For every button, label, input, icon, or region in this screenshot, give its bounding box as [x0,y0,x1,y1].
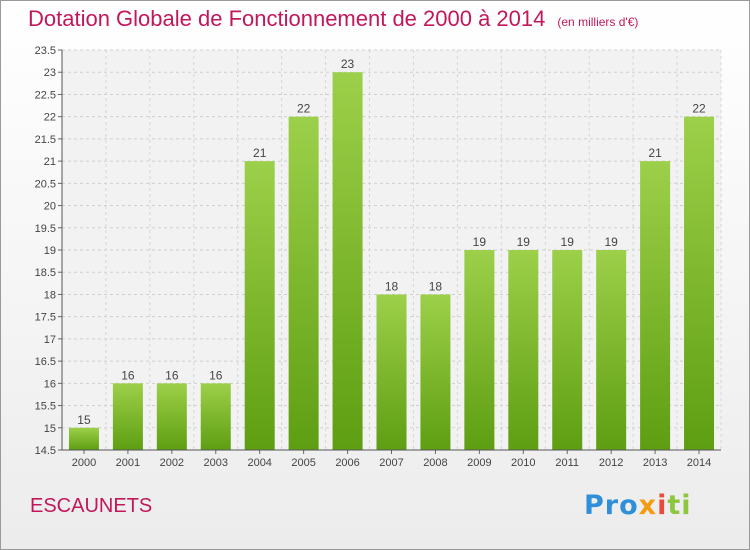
y-tick-label: 18 [44,289,56,301]
bar [112,383,143,450]
bar [640,161,671,450]
x-tick-label: 2002 [160,457,184,469]
bar [156,383,187,450]
bar-value-label: 18 [385,279,399,293]
y-tick-label: 17 [44,334,56,346]
y-tick-label: 23.5 [35,45,56,57]
bar-value-label: 16 [165,368,179,382]
bar-value-label: 19 [604,235,618,249]
y-tick-label: 18.5 [35,267,56,279]
y-tick-label: 23 [44,67,56,79]
bar-value-label: 19 [561,235,575,249]
x-tick-label: 2014 [687,457,711,469]
logo-part-4: ti [667,490,692,521]
chart-title-text: Dotation Globale de Fonctionnement de 20… [28,6,546,31]
bar-value-label: 15 [77,413,91,427]
bar-value-label: 21 [253,146,267,160]
bar-value-label: 19 [473,235,487,249]
y-tick-label: 20.5 [35,178,56,190]
y-tick-label: 21.5 [35,134,56,146]
bar-value-label: 16 [121,368,135,382]
bar [288,116,319,451]
x-tick-label: 2013 [643,457,667,469]
proxiti-logo: Proxiti [584,490,692,521]
chart-subtitle: (en milliers d'€) [557,15,639,29]
y-tick-label: 14.5 [35,445,56,457]
x-tick-label: 2001 [116,457,140,469]
logo-part-3: i [657,490,668,521]
y-tick-label: 17.5 [35,312,56,324]
x-tick-label: 2011 [555,457,579,469]
x-tick-label: 2004 [247,457,271,469]
y-tick-label: 22 [44,112,56,124]
bar [508,250,539,450]
x-tick-label: 2008 [423,457,447,469]
bar [684,116,715,451]
y-tick-label: 20 [44,201,56,213]
bar [376,294,407,450]
y-tick-label: 21 [44,156,56,168]
commune-name: ESCAUNETS [30,495,153,517]
y-tick-label: 16.5 [35,356,56,368]
y-tick-label: 15.5 [35,401,56,413]
bar [68,427,99,450]
x-tick-label: 2010 [511,457,535,469]
bar-value-label: 22 [692,102,706,116]
y-tick-label: 22.5 [35,89,56,101]
logo-part-1: Pro [584,490,639,521]
bar-value-label: 18 [429,279,443,293]
logo-part-2: x [638,490,658,521]
x-tick-label: 2006 [335,457,359,469]
bar-value-label: 21 [648,146,662,160]
y-tick-label: 15 [44,423,56,435]
bar [200,383,231,450]
bar [552,250,583,450]
bar [332,72,363,450]
bar-value-label: 22 [297,102,311,116]
bar [596,250,627,450]
bar [464,250,495,450]
bar-value-label: 23 [341,57,355,71]
y-tick-label: 19.5 [35,223,56,235]
bar-value-label: 19 [517,235,531,249]
y-tick-label: 19 [44,245,56,257]
x-tick-label: 2000 [72,457,96,469]
x-tick-label: 2007 [379,457,403,469]
chart-title: Dotation Globale de Fonctionnement de 20… [28,6,638,32]
x-tick-label: 2005 [291,457,315,469]
x-tick-label: 2003 [204,457,228,469]
bar [420,294,451,450]
x-tick-label: 2009 [467,457,491,469]
x-tick-label: 2012 [599,457,623,469]
y-tick-label: 16 [44,378,56,390]
bar-value-label: 16 [209,368,223,382]
bar [244,161,275,450]
